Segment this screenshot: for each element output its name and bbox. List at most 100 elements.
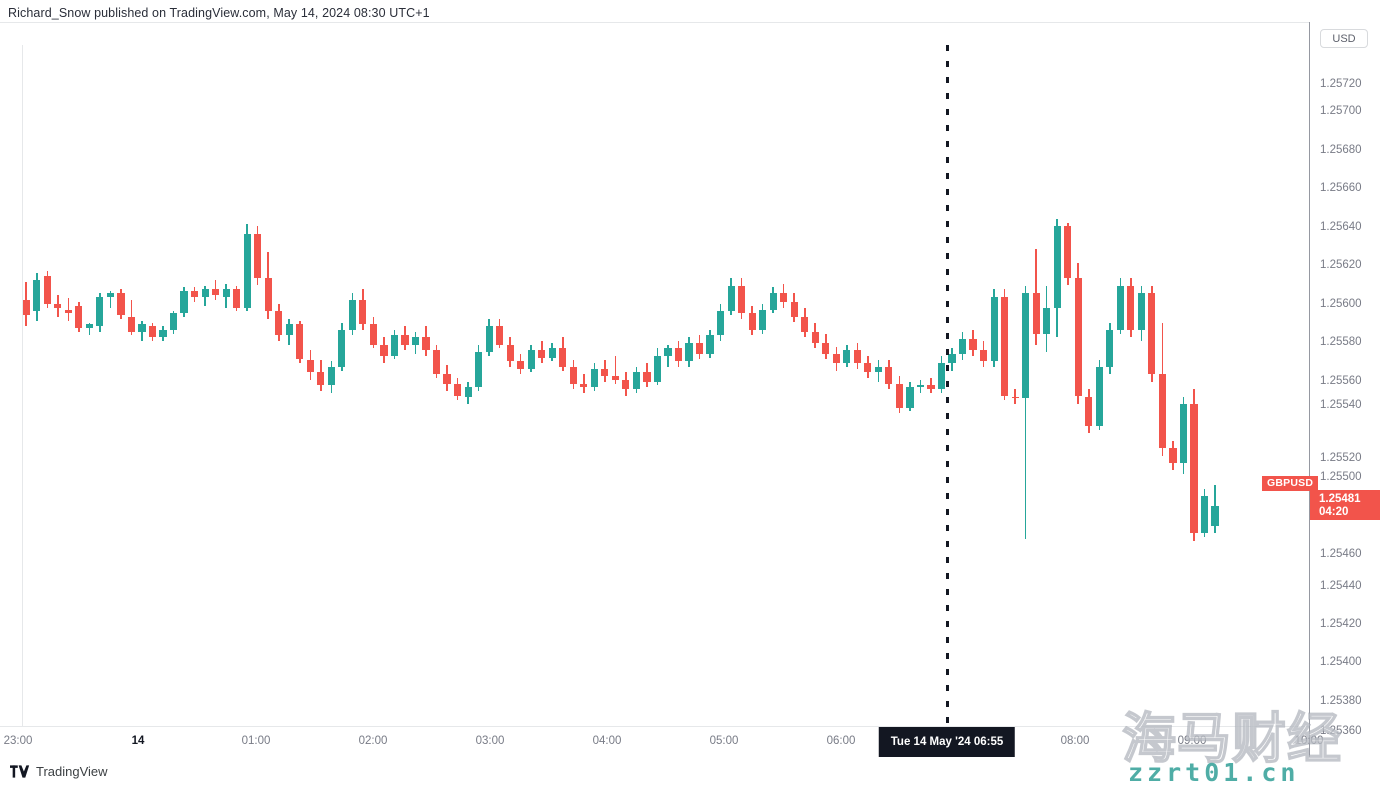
- candle-body: [853, 350, 861, 364]
- candle-body: [580, 383, 588, 388]
- candle-body: [190, 291, 199, 297]
- candle-body: [138, 324, 146, 332]
- candle-body: [285, 324, 293, 336]
- price-scale[interactable]: USD 1.25720 1.25700 1.25660 1.25680 1.25640 1…: [1309, 22, 1380, 757]
- candle-body: [548, 348, 556, 358]
- candle-wick: [88, 322, 91, 336]
- candle-body: [695, 342, 704, 354]
- candle-body: [348, 300, 356, 330]
- candle-body: [390, 335, 399, 356]
- candle-body: [106, 292, 114, 297]
- candle-body: [296, 324, 304, 360]
- tradingview-logo[interactable]: TradingView: [10, 764, 108, 779]
- candle-body: [180, 291, 188, 314]
- time-scale[interactable]: 23:00 14 01:00 02:00 03:00 04:00 05:00 06:00 08:…: [0, 726, 1323, 757]
- candle-body: [822, 342, 830, 354]
- candle-body: [401, 335, 409, 345]
- price-axis-label: 1.25580: [1320, 336, 1362, 348]
- candle-body: [748, 313, 756, 330]
- publisher-attribution: Richard_Snow published on TradingView.co…: [8, 6, 430, 20]
- time-axis-label: 09:00: [1177, 735, 1207, 747]
- candle-body: [1064, 226, 1072, 279]
- time-axis-label: 02:00: [358, 735, 388, 747]
- candle-body: [969, 339, 977, 351]
- candle-body: [306, 359, 314, 373]
- candle-body: [233, 289, 241, 308]
- price-axis-label: 1.25640: [1320, 221, 1362, 233]
- candle-body: [727, 285, 735, 312]
- candle-body: [23, 300, 30, 316]
- candle-body: [1011, 396, 1019, 399]
- candle-body: [1179, 403, 1188, 464]
- currency-unit-button[interactable]: USD: [1320, 29, 1368, 48]
- candle-body: [1169, 448, 1177, 464]
- symbol-price-badge: GBPUSD: [1262, 475, 1319, 491]
- price-axis-label: 1.25680: [1320, 144, 1362, 156]
- candle-body: [1211, 505, 1219, 526]
- candle-body: [958, 339, 967, 354]
- time-axis-label: 23:00: [3, 735, 33, 747]
- candle-body: [569, 366, 577, 384]
- time-axis-label: 06:00: [826, 735, 856, 747]
- candle-body: [1137, 292, 1145, 330]
- candle-body: [590, 368, 598, 388]
- time-axis-label: 03:00: [475, 735, 505, 747]
- candle-body: [254, 233, 262, 279]
- time-axis-label: 05:00: [709, 735, 739, 747]
- candle-body: [843, 350, 851, 364]
- candle-body: [411, 337, 420, 345]
- price-axis-label: 1.25540: [1320, 399, 1362, 411]
- candle-body: [506, 344, 514, 362]
- price-axis-label: 1.25420: [1320, 618, 1362, 630]
- candle-body: [264, 278, 272, 312]
- candle-body: [674, 348, 683, 362]
- candle-body: [864, 363, 872, 373]
- price-axis-label: 1.25380: [1320, 695, 1362, 707]
- candle-wick: [1014, 389, 1016, 404]
- candle-body: [453, 383, 462, 397]
- candle-body: [33, 279, 41, 312]
- candle-body: [874, 366, 882, 373]
- candle-body: [1085, 396, 1093, 427]
- candle-body: [1022, 292, 1030, 399]
- price-axis-label: 1.25620: [1320, 259, 1362, 271]
- candle-body: [1095, 366, 1103, 427]
- candle-body: [1127, 285, 1135, 330]
- candle-body: [979, 350, 988, 362]
- candle-body: [443, 374, 451, 384]
- candle-body: [243, 233, 251, 308]
- candle-body: [1032, 292, 1040, 334]
- crosshair-vertical-line: [946, 45, 949, 748]
- candle-body: [422, 337, 430, 351]
- candle-body: [43, 276, 51, 304]
- candle-body: [527, 350, 535, 369]
- chart-plot-area[interactable]: [22, 45, 1308, 748]
- price-axis-label: 1.25460: [1320, 548, 1362, 560]
- price-axis-label: 1.25520: [1320, 452, 1362, 464]
- candle-body: [1074, 278, 1082, 397]
- crosshair-time-badge: Tue 14 May '24 06:55: [878, 727, 1016, 757]
- price-axis-label: 1.25560: [1320, 375, 1362, 387]
- candle-body: [559, 348, 567, 367]
- candle-body: [611, 376, 619, 380]
- chart-frame: [0, 22, 1380, 757]
- candle-wick: [614, 355, 617, 384]
- candle-body: [222, 289, 230, 297]
- candle-body: [369, 324, 377, 345]
- candle-body: [496, 326, 504, 345]
- time-axis-label: 01:00: [241, 735, 271, 747]
- candle-body: [780, 292, 788, 303]
- candle-body: [159, 329, 167, 338]
- candle-body: [790, 302, 798, 317]
- candle-body: [685, 342, 693, 362]
- candle-body: [85, 324, 93, 329]
- candle-body: [801, 316, 809, 332]
- time-axis-label: 08:00: [1060, 735, 1090, 747]
- candle-body: [885, 366, 893, 384]
- candle-body: [1200, 496, 1209, 534]
- candle-body: [127, 316, 136, 332]
- candle-body: [212, 289, 220, 295]
- candle-body: [201, 289, 209, 297]
- candle-body: [716, 311, 725, 336]
- price-axis-label: 1.25600: [1320, 298, 1362, 310]
